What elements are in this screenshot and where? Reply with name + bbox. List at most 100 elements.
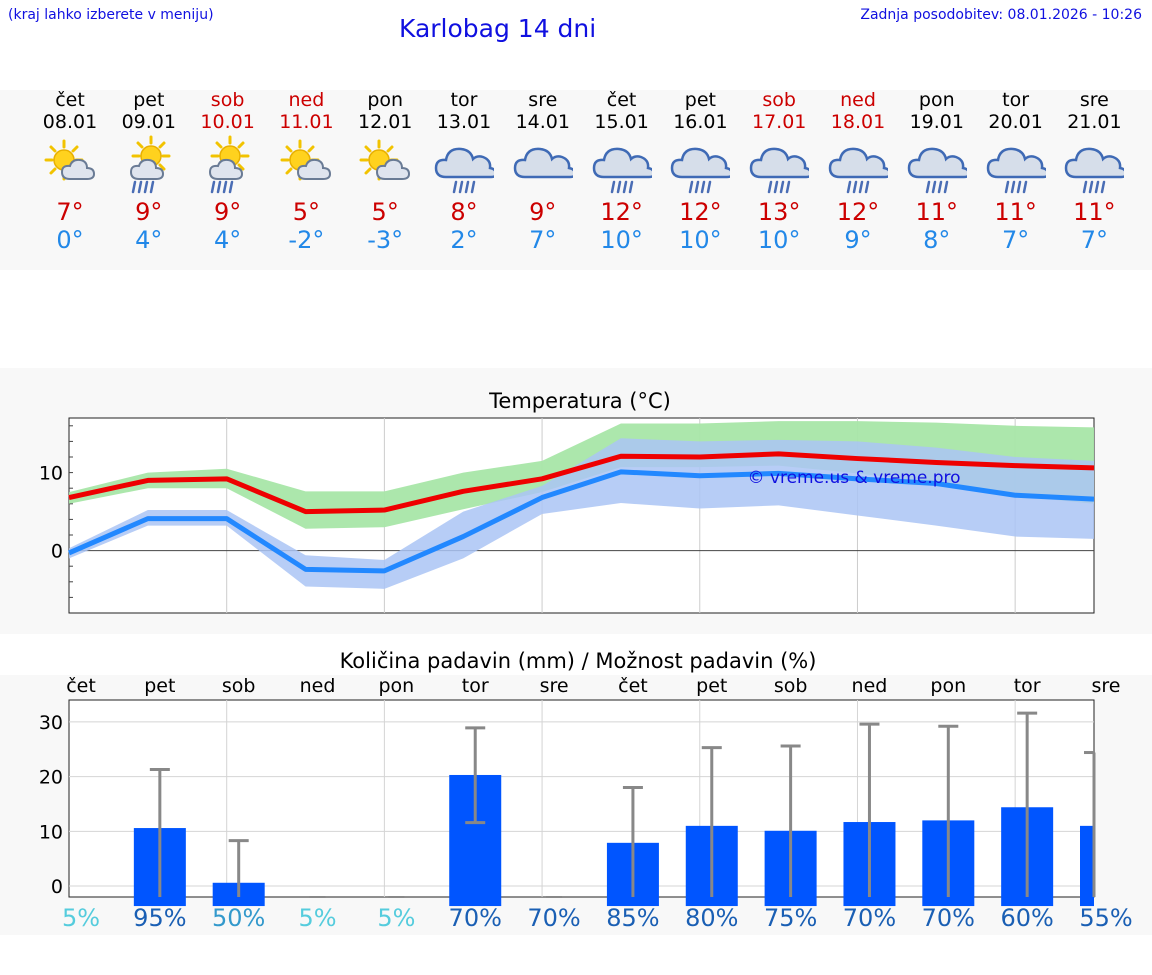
precip-day-label: tor [1013,675,1041,697]
last-updated: Zadnja posodobitev: 08.01.2026 - 10:26 [860,7,1142,23]
min-temperature-line [68,469,1095,574]
max-temperature: 5° [292,198,321,226]
y-tick-label: 0 [51,541,63,563]
rain-cloud-icon [671,147,731,194]
day-name: sob [762,89,796,111]
day-name: sob [210,89,245,111]
daily-forecast-panel [0,90,1152,270]
y-tick-label: 0 [51,876,63,898]
min-temperature: 7° [1080,226,1109,254]
max-temperature: 11° [994,198,1037,226]
sun-cloud-icon [359,139,411,181]
max-temperature: 11° [915,198,959,226]
precip-probability: 95% [133,904,187,932]
max-temperature: 5° [371,198,399,226]
day-date: 16.01 [673,111,728,133]
y-tick-label: 20 [39,767,63,789]
day-name: ned [288,89,325,111]
min-temperature: -3° [367,226,404,254]
precip-day-label: ned [299,675,336,697]
day-date: 09.01 [121,111,176,133]
max-temperature: 9° [213,198,242,226]
precip-day-label: pon [378,675,415,697]
day-date: 19.01 [909,111,964,133]
max-temperature: 12° [679,198,722,226]
sun-rain-icon [208,135,250,194]
rain-cloud-icon [986,147,1046,194]
day-date: 21.01 [1067,111,1122,133]
day-name: pon [367,89,404,111]
precip-probability: 70% [842,904,897,932]
max-temperature: 13° [757,198,801,226]
max-temperature: 11° [1073,198,1116,226]
precip-day-label: čet [66,675,96,697]
precip-probability: 70% [921,904,975,932]
precip-probability: 60% [1000,904,1054,932]
day-date: 10.01 [200,111,255,133]
day-date: 17.01 [751,111,807,133]
precip-probability: 5% [61,904,101,932]
day-name: pet [133,89,165,111]
day-name: sre [1079,89,1109,111]
day-date: 18.01 [830,111,886,133]
day-name: sre [528,89,558,111]
min-temperature: 4° [135,226,163,254]
day-date: 08.01 [42,111,98,133]
precip-day-label: tor [461,675,489,697]
chart-title: Količina padavin (mm) / Možnost padavin … [340,649,817,673]
watermark: © vreme.us & vreme.pro [747,468,960,488]
min-temperature: 9° [844,226,872,254]
day-name: ned [840,89,876,111]
precip-day-label: pon [930,675,967,697]
rain-cloud-icon [592,147,652,194]
day-name: čet [55,89,85,111]
precipitation-chart: 0 10 20 30 Količina padavin (mm) / Možnost p… [39,649,1096,907]
day-date: 13.01 [436,111,492,133]
cloud-icon [513,147,573,179]
precip-probability: 80% [685,904,739,932]
page-title: Karlobag 14 dni [399,14,597,43]
day-name: tor [1002,89,1030,111]
precip-day-label: sre [539,675,569,697]
precip-day-label: sre [1091,675,1121,697]
y-tick-label: 30 [39,712,63,734]
max-temperature: 8° [450,198,478,226]
day-name: pon [918,89,955,111]
sun-cloud-icon [44,139,95,181]
precip-day-label: pet [144,675,176,697]
sun-cloud-icon [280,139,332,181]
min-temperature: 0° [56,226,84,254]
min-temperature: 7° [529,226,557,254]
day-date: 12.01 [357,111,413,133]
max-temperature: 7° [56,198,84,226]
precip-day-label: sob [221,675,256,697]
location-hint: (kraj lahko izberete v meniju) [8,7,214,23]
min-temperature: 10° [679,226,722,254]
day-name: tor [450,89,478,111]
precip-day-label: čet [618,675,648,697]
precip-probability: 5% [377,904,416,932]
y-tick-label: 10 [39,821,63,843]
chart-title: Temperatura (°C) [488,389,671,413]
precip-probability: 75% [763,904,818,932]
day-name: čet [606,89,637,111]
min-temperature: 2° [450,226,478,254]
max-temperature: 12° [836,198,880,226]
min-temperature: 4° [213,226,242,254]
precipitation-bar [1080,825,1094,907]
day-date: 14.01 [515,111,570,133]
precip-probability: 55% [1079,904,1133,932]
precip-probability: 50% [212,904,266,932]
rain-cloud-icon [749,147,810,194]
day-date: 11.01 [279,111,334,133]
day-name: pet [684,89,716,111]
y-tick-label: 10 [39,463,63,485]
max-temperature: 9° [529,198,557,226]
precip-probability: 5% [298,904,337,932]
temperature-chart: 0 10 Temperatura (°C) © vreme.us & vreme.pr… [39,389,1095,614]
max-temperature: 12° [600,198,643,226]
min-temperature: 10° [757,226,801,254]
rain-cloud-icon [434,147,494,194]
precip-day-label: sob [773,675,808,697]
rain-cloud-icon [828,147,888,194]
